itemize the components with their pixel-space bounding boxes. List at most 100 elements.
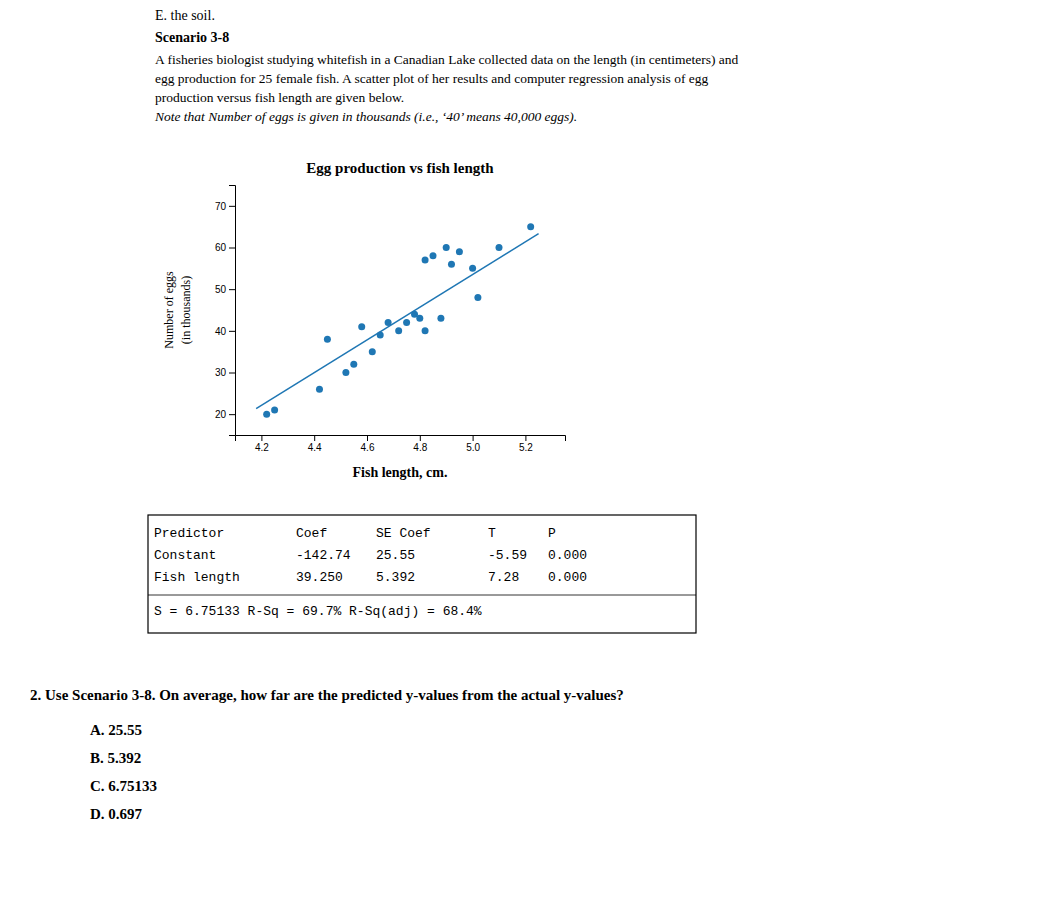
scatter-point (443, 244, 450, 251)
y-tick: 50 (215, 284, 235, 295)
x-tick-mark (420, 435, 421, 441)
table-cell: Fish length (154, 570, 240, 585)
chart-title: Egg production vs fish length (306, 160, 494, 176)
scatter-point (403, 319, 410, 326)
table-footer: S = 6.75133 R-Sq = 69.7% R-Sq(adj) = 68.… (154, 604, 482, 619)
y-tick-mark (229, 414, 235, 415)
x-tick: 5.0 (466, 435, 480, 453)
x-tick: 4.4 (308, 435, 322, 453)
question: 2. Use Scenario 3-8. On average, how far… (30, 687, 624, 822)
scatter-point (369, 348, 376, 355)
scatter-point (496, 244, 503, 251)
y-tick-mark (229, 331, 235, 332)
y-axis-title: Number of eggs (162, 271, 176, 349)
scatter-point (316, 386, 323, 393)
x-tick-mark (473, 435, 474, 441)
y-axis-title: (in thousands) (179, 276, 193, 344)
x-axis-line (236, 436, 566, 442)
scatter-point (469, 265, 476, 272)
x-axis: 4.2 4.4 4.6 4.8 5.0 5.2 (236, 435, 566, 453)
table-cell: 25.55 (376, 548, 415, 563)
x-tick: 4.2 (255, 435, 269, 453)
scatter-point (395, 327, 402, 334)
x-tick-label: 4.2 (255, 442, 269, 453)
header: E. the soil. Scenario 3-8 A fisheries biol… (154, 8, 739, 124)
y-tick-label: 30 (215, 367, 227, 378)
answer-choice: D. 0.697 (90, 806, 143, 822)
x-tick: 4.6 (361, 435, 375, 453)
scatter-point (527, 223, 534, 230)
y-tick: 40 (215, 326, 235, 337)
x-tick-label: 5.2 (519, 442, 533, 453)
x-tick-mark (367, 435, 368, 441)
y-tick-label: 50 (215, 284, 227, 295)
scenario-line: Note that Number of eggs is given in tho… (154, 109, 577, 124)
table-cell: 0.000 (548, 570, 587, 585)
table-cell: 7.28 (488, 570, 519, 585)
table-cell: 0.000 (548, 548, 587, 563)
scatter-point (358, 323, 365, 330)
table-cell: Constant (154, 548, 216, 563)
answer-choice: A. 25.55 (90, 722, 142, 738)
table-header: T (488, 526, 496, 541)
scenario-line: production versus fish length are given … (155, 90, 404, 105)
table-header: Coef (296, 526, 327, 541)
scenario-line: A fisheries biologist studying whitefish… (155, 52, 739, 67)
y-tick-mark (229, 373, 235, 374)
x-tick-label: 4.6 (361, 442, 375, 453)
scatter-point (342, 369, 349, 376)
x-tick-mark (314, 435, 315, 441)
table-cell: 39.250 (296, 570, 343, 585)
y-axis: 20 30 40 50 60 70 (215, 186, 236, 436)
table-header: Predictor (154, 526, 224, 541)
scatter-point (422, 257, 429, 264)
x-tick: 5.2 (519, 435, 533, 453)
x-axis-title: Fish length, cm. (353, 465, 448, 480)
scatter-point (271, 407, 278, 414)
y-tick: 70 (215, 201, 235, 212)
table-cell: -5.59 (488, 548, 527, 563)
plot: 4.2 4.4 4.6 4.8 5.0 5.2 20 30 40 50 60 70 Egg produc… (162, 160, 566, 480)
y-tick-label: 20 (215, 409, 227, 420)
x-tick-label: 4.8 (413, 442, 427, 453)
scatter-point (263, 411, 270, 418)
table-header: SE Coef (376, 526, 431, 541)
y-tick-label: 60 (215, 242, 227, 253)
y-tick-mark (229, 289, 235, 290)
table-cell: -142.74 (296, 548, 351, 563)
x-tick-label: 5.0 (466, 442, 480, 453)
x-tick-label: 4.4 (308, 442, 322, 453)
scatter-point (437, 315, 444, 322)
scatter-point (474, 294, 481, 301)
answer-choice: B. 5.392 (90, 750, 141, 766)
table-header: P (548, 526, 556, 541)
table-cell: 5.392 (376, 570, 415, 585)
y-axis-line (229, 186, 236, 436)
y-tick: 20 (215, 409, 235, 420)
scenario-line: egg production for 25 female fish. A sca… (155, 71, 709, 86)
regression-line (256, 234, 538, 409)
scatter-point (456, 248, 463, 255)
answer-choice: C. 6.75133 (90, 778, 157, 794)
table-separator (148, 595, 696, 596)
table-box (148, 515, 696, 633)
marks (256, 223, 538, 418)
regression-table: Predictor Coef SE Coef T P Constant -142.74 25.… (148, 515, 696, 633)
top-label: E. the soil. (155, 8, 215, 23)
x-tick-mark (525, 435, 526, 441)
y-tick-label: 40 (215, 326, 227, 337)
y-tick-mark (229, 248, 235, 249)
scatter-point (324, 336, 331, 343)
y-tick: 60 (215, 242, 235, 253)
scatter-point (350, 361, 357, 368)
scatter-point (448, 261, 455, 268)
question-text: 2. Use Scenario 3-8. On average, how far… (30, 687, 624, 703)
x-tick-mark (261, 435, 262, 441)
page: E. the soil. Scenario 3-8 A fisheries biol… (0, 0, 1060, 900)
y-tick-label: 70 (215, 201, 227, 212)
x-tick: 4.8 (413, 435, 427, 453)
y-tick-mark (229, 206, 235, 207)
scenario-title: Scenario 3-8 (155, 30, 229, 45)
y-tick: 30 (215, 367, 235, 378)
scatter-point (422, 327, 429, 334)
